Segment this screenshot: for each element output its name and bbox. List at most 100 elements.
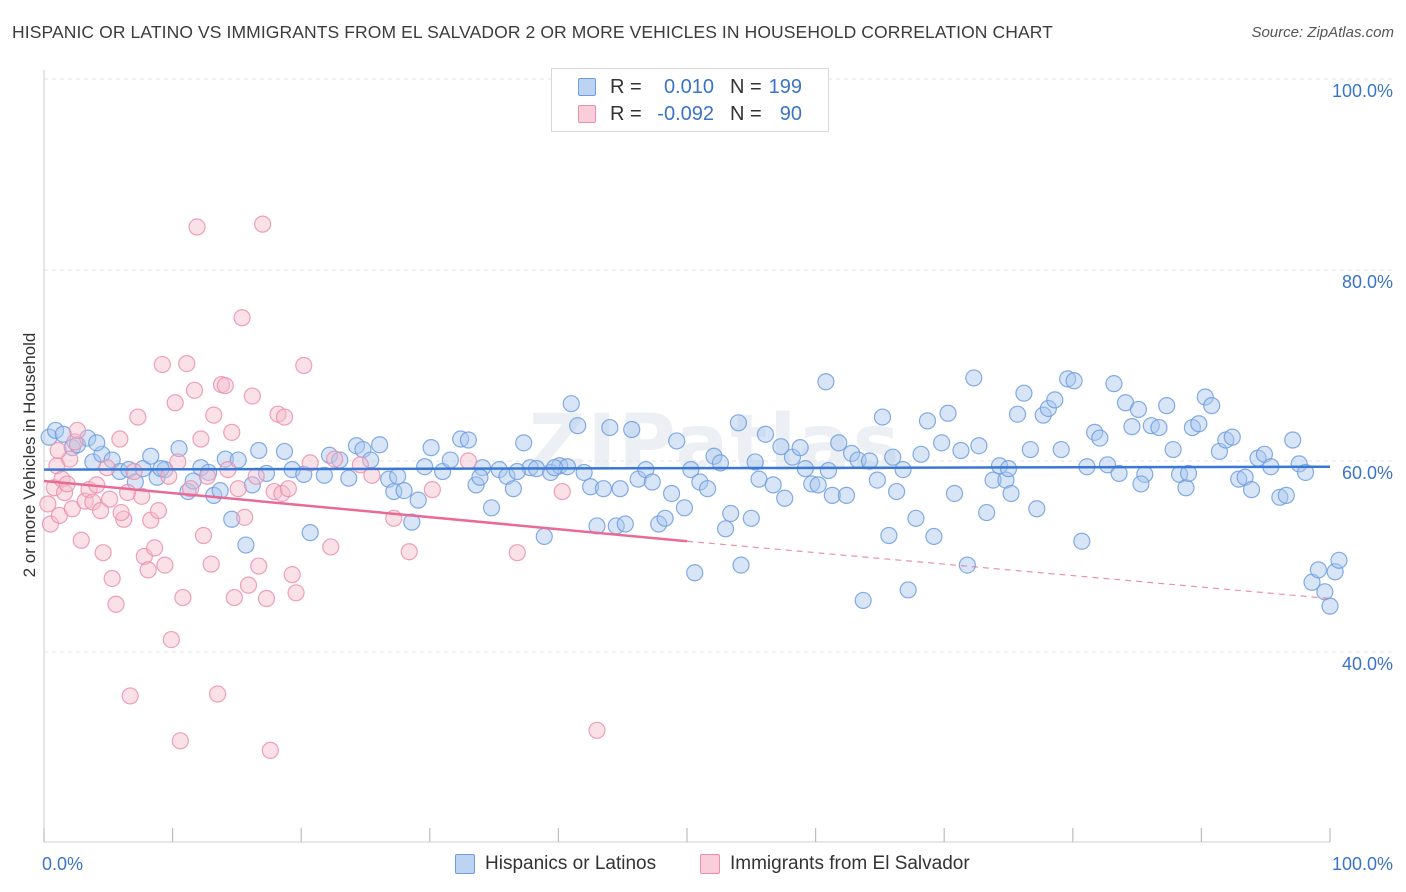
data-point-hispanics [933,434,951,452]
trend-lines [43,465,1331,600]
data-point-hispanics [823,486,841,504]
legend-r-label: R = [610,76,642,98]
watermark: ZIPatlas [529,399,901,489]
data-point-hispanics [1065,372,1083,390]
data-point-hispanics [611,480,629,498]
data-point-hispanics [716,520,735,538]
data-point-hispanics [315,466,333,484]
data-point-hispanics [1110,464,1128,483]
data-point-el-salvador [162,630,180,649]
data-point-el-salvador [326,450,344,468]
data-point-hispanics [1179,464,1198,483]
x-tick-label: 0.0% [42,854,83,874]
data-point-el-salvador [588,721,606,739]
data-point-hispanics [1039,399,1057,418]
legend-n-value: 90 [779,103,802,125]
data-point-el-salvador [133,487,151,505]
data-point-hispanics [918,412,937,430]
data-point-hispanics [623,420,641,439]
data-point-el-salvador [363,466,381,484]
data-point-hispanics [830,434,848,452]
data-point-el-salvador [225,588,243,607]
data-point-hispanics [880,526,898,545]
data-point-el-salvador [156,556,174,574]
data-point-el-salvador [301,454,319,472]
data-point-hispanics [223,510,241,528]
trend-line-hispanics [43,465,1331,471]
data-point-hispanics [817,373,835,391]
legend-item-label: Immigrants from El Salvador [730,853,970,874]
data-point-hispanics [764,476,782,494]
data-point-hispanics [535,527,553,546]
data-point-hispanics [756,425,775,443]
data-point-el-salvador [198,467,216,485]
data-point-el-salvador [112,503,130,522]
data-point-el-salvador [115,510,133,528]
data-point-hispanics [1059,370,1077,388]
data-point-hispanics [1177,479,1195,497]
data-point-el-salvador [103,569,121,588]
data-point-el-salvador [98,459,116,477]
data-point-hispanics [984,471,1002,489]
data-point-hispanics [403,513,421,531]
data-point-el-salvador [553,482,571,501]
data-point-hispanics [142,447,160,465]
data-point-hispanics [1129,400,1147,419]
data-point-hispanics [1203,397,1221,415]
data-point-hispanics [705,447,723,465]
data-point-hispanics [1150,418,1168,437]
data-point-hispanics [569,417,587,435]
data-point-hispanics [482,499,501,517]
data-point-el-salvador [205,406,223,424]
x-tick-labels: 0.0% 100.0% [42,854,1393,874]
data-point-hispanics [216,450,234,468]
data-point-el-salvador [91,502,110,520]
data-point-el-salvador [49,441,67,460]
data-point-el-salvador [236,508,254,526]
data-point-hispanics [1242,481,1261,499]
data-point-el-salvador [63,500,81,518]
data-point-hispanics [1271,488,1289,506]
data-point-hispanics [978,503,996,522]
data-point-el-salvador [194,526,213,545]
data-point-hispanics [1223,428,1241,446]
legend-n-value: 199 [768,76,802,98]
data-point-el-salvador [188,218,206,236]
data-point-hispanics [409,491,427,509]
data-point-hispanics [243,476,261,494]
data-point-el-salvador [283,566,301,584]
data-point-el-salvador [100,490,119,508]
data-point-hispanics [1123,418,1141,436]
data-point-hispanics [732,556,750,574]
data-point-el-salvador [239,576,258,594]
data-point-hispanics [843,444,861,462]
y-tick-label: 80.0% [1342,272,1393,292]
data-point-el-salvador [400,543,418,561]
data-point-el-salvador [223,423,241,441]
data-point-hispanics [1230,470,1248,488]
data-point-el-salvador [94,544,112,562]
data-point-hispanics [907,509,925,527]
data-point-hispanics [1015,384,1033,402]
data-point-hispanics [656,509,674,527]
series-legend: Hispanics or Latinos Immigrants from El … [0,852,1406,876]
data-point-hispanics [250,441,268,460]
data-point-el-salvador [423,481,441,499]
data-point-hispanics [575,463,593,482]
data-point-el-salvador [153,355,171,374]
source-label: Source: ZipAtlas.com [1251,24,1394,41]
data-point-el-salvador [72,531,90,549]
axes [43,70,1331,843]
data-point-hispanics [471,468,489,486]
data-point-hispanics [301,524,319,542]
legend-r-value: 0.010 [663,76,714,98]
data-point-hispanics [970,437,988,455]
data-point-hispanics [1098,456,1117,474]
data-point-hispanics [1028,500,1046,518]
chart-title: HISPANIC OR LATINO VS IMMIGRANTS FROM EL… [12,22,1053,42]
data-point-hispanics [40,428,58,446]
data-point-hispanics [68,436,87,454]
data-point-el-salvador [247,467,265,485]
data-point-hispanics [791,439,809,457]
